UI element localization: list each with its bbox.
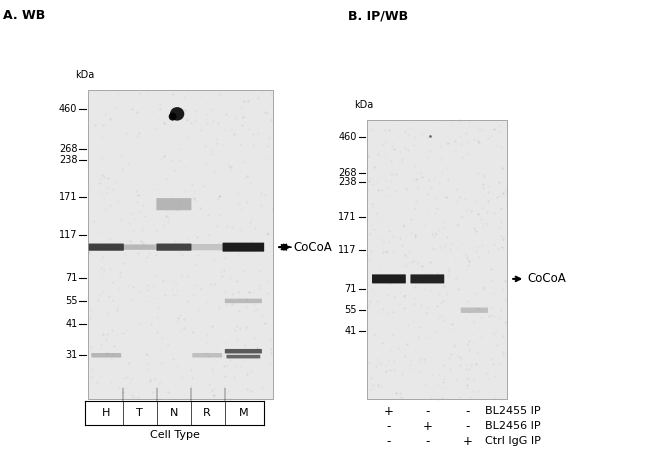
FancyBboxPatch shape bbox=[91, 353, 121, 358]
Text: B. IP/WB: B. IP/WB bbox=[348, 9, 408, 22]
Text: 71: 71 bbox=[65, 273, 77, 283]
FancyBboxPatch shape bbox=[225, 349, 262, 354]
Text: 238: 238 bbox=[339, 177, 357, 188]
FancyBboxPatch shape bbox=[157, 244, 192, 251]
FancyBboxPatch shape bbox=[191, 244, 224, 250]
Text: +: + bbox=[463, 435, 473, 447]
FancyBboxPatch shape bbox=[192, 353, 222, 358]
Text: 460: 460 bbox=[59, 104, 77, 115]
Text: kDa: kDa bbox=[75, 70, 94, 80]
Text: -: - bbox=[465, 420, 470, 433]
FancyBboxPatch shape bbox=[88, 244, 124, 251]
FancyBboxPatch shape bbox=[372, 274, 406, 283]
Text: BL2455 IP: BL2455 IP bbox=[485, 406, 540, 416]
Text: N: N bbox=[170, 408, 178, 418]
Text: CoCoA: CoCoA bbox=[294, 241, 333, 253]
Ellipse shape bbox=[170, 107, 185, 120]
Text: BL2456 IP: BL2456 IP bbox=[485, 421, 540, 431]
Text: -: - bbox=[387, 435, 391, 447]
Text: R: R bbox=[203, 408, 211, 418]
Text: M: M bbox=[239, 408, 248, 418]
Text: CoCoA: CoCoA bbox=[528, 272, 567, 285]
FancyBboxPatch shape bbox=[157, 198, 192, 210]
Text: 71: 71 bbox=[344, 284, 357, 294]
Text: 41: 41 bbox=[344, 327, 357, 336]
Text: 268: 268 bbox=[339, 168, 357, 178]
Bar bbox=[88, 90, 273, 399]
Text: 55: 55 bbox=[344, 305, 357, 315]
Text: 238: 238 bbox=[59, 155, 77, 165]
FancyBboxPatch shape bbox=[225, 299, 262, 303]
FancyBboxPatch shape bbox=[222, 243, 264, 252]
Text: -: - bbox=[465, 405, 470, 418]
Text: Ctrl IgG IP: Ctrl IgG IP bbox=[485, 436, 541, 446]
FancyBboxPatch shape bbox=[410, 274, 444, 283]
Text: Cell Type: Cell Type bbox=[150, 430, 200, 440]
Text: 460: 460 bbox=[339, 132, 357, 142]
Text: -: - bbox=[425, 405, 430, 418]
FancyBboxPatch shape bbox=[461, 308, 488, 313]
Text: 55: 55 bbox=[65, 296, 77, 306]
Text: kDa: kDa bbox=[354, 100, 374, 110]
Text: +: + bbox=[384, 405, 394, 418]
Bar bbox=[367, 120, 507, 399]
Text: H: H bbox=[102, 408, 110, 418]
Text: -: - bbox=[425, 435, 430, 447]
Text: 117: 117 bbox=[339, 245, 357, 255]
Text: T: T bbox=[136, 408, 143, 418]
FancyBboxPatch shape bbox=[124, 244, 156, 250]
Text: 41: 41 bbox=[65, 319, 77, 329]
Text: 31: 31 bbox=[65, 350, 77, 360]
Ellipse shape bbox=[169, 112, 177, 120]
Text: 171: 171 bbox=[59, 193, 77, 202]
Text: +: + bbox=[422, 420, 432, 433]
Text: -: - bbox=[387, 420, 391, 433]
FancyBboxPatch shape bbox=[226, 355, 260, 359]
Text: A. WB: A. WB bbox=[3, 9, 46, 22]
Text: 171: 171 bbox=[339, 212, 357, 221]
Text: 268: 268 bbox=[59, 144, 77, 154]
Text: 117: 117 bbox=[59, 230, 77, 240]
